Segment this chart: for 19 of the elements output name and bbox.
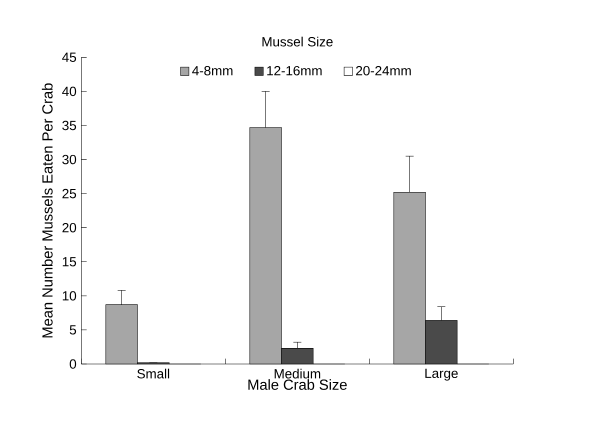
legend-label: 4-8mm [192, 66, 232, 76]
y-tick-label: 25 [62, 188, 76, 198]
y-tick-label: 40 [62, 86, 76, 96]
y-tick-label: 5 [70, 325, 76, 335]
y-tick-label: 35 [62, 120, 76, 130]
y-axis-title: Mean Number Mussels Eaten Per Crab [42, 83, 53, 338]
x-tick-label: Medium [274, 368, 320, 378]
legend-label: 12-16mm [267, 66, 322, 76]
y-tick-label: 0 [70, 359, 76, 369]
x-tick-label: Large [425, 368, 458, 381]
legend-title: Mussel Size [262, 36, 333, 46]
y-tick-label: 15 [62, 257, 76, 266]
y-tick-label: 10 [62, 291, 76, 301]
x-tick-label: Small [137, 368, 170, 378]
y-tick-label: 45 [62, 52, 76, 62]
x-axis-title: Male Crab Size [248, 379, 347, 390]
y-tick-label: 20 [62, 222, 76, 232]
legend-label: 20-24mm [356, 66, 411, 76]
y-tick-label: 30 [62, 154, 76, 164]
